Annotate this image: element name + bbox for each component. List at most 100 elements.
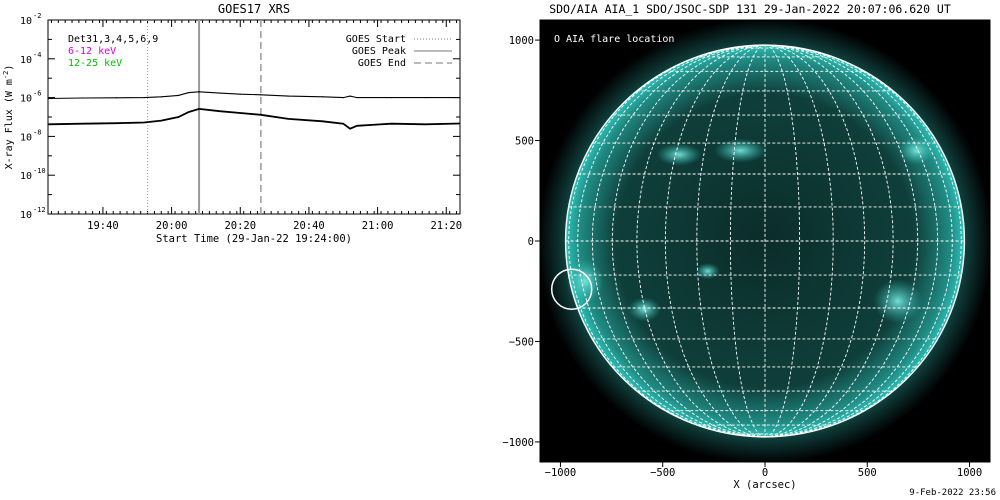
active-region bbox=[566, 259, 604, 304]
series-point-0 bbox=[160, 96, 162, 98]
series-point-1 bbox=[342, 123, 344, 125]
x-tick-label: 500 bbox=[858, 467, 877, 479]
series-point-1 bbox=[219, 110, 221, 112]
active-region bbox=[873, 279, 923, 324]
y-axis-label: X-ray Flux (W m-2) bbox=[2, 65, 15, 170]
series-point-0 bbox=[260, 94, 262, 96]
y-tick-exponent: -10 bbox=[33, 167, 46, 175]
x-tick-label: 1000 bbox=[957, 467, 982, 479]
longitude-line bbox=[577, 44, 766, 438]
longitude-line bbox=[764, 44, 894, 438]
series-point-1 bbox=[287, 118, 289, 120]
series-point-0 bbox=[47, 97, 49, 100]
series-point-0 bbox=[177, 94, 180, 96]
legend-left-item: 6-12 keV bbox=[68, 46, 116, 57]
x-tick-label: 21:20 bbox=[430, 220, 462, 232]
series-point-1 bbox=[239, 112, 241, 114]
active-region bbox=[695, 263, 720, 280]
series-point-1 bbox=[390, 123, 392, 125]
aia-chart: O AIA flare location −1000 −500 0 500 1000 100… bbox=[502, 19, 991, 490]
series-point-1 bbox=[459, 122, 461, 125]
longitude-line bbox=[636, 44, 766, 438]
y-tick-label: 10 bbox=[20, 132, 32, 143]
series-point-0 bbox=[116, 97, 118, 99]
y-tick-label: −1000 bbox=[502, 437, 534, 449]
y-tick-label: 10 bbox=[20, 210, 32, 221]
y-tick-exponent: -6 bbox=[33, 90, 41, 98]
y-tick-label: 10 bbox=[20, 55, 32, 66]
x-tick-label: −1000 bbox=[545, 467, 577, 479]
longitude-line bbox=[764, 44, 953, 438]
x-tick-label: −500 bbox=[650, 467, 675, 479]
series-point-0 bbox=[81, 97, 83, 99]
legend-left-item: 12-25 keV bbox=[68, 58, 122, 69]
series-point-1 bbox=[356, 125, 358, 127]
aia-title: SDO/AIA AIA_1 SDO/JSOC-SDP 131 29-Jan-20… bbox=[549, 2, 951, 16]
x-axis-label: X (arcsec) bbox=[733, 479, 796, 490]
series-point-1 bbox=[198, 108, 200, 110]
y-tick-label: 1000 bbox=[509, 35, 534, 47]
longitude-line bbox=[764, 44, 939, 438]
series-point-0 bbox=[287, 95, 289, 97]
longitude-line bbox=[568, 44, 766, 438]
x-tick-label: 20:00 bbox=[156, 220, 188, 232]
series-point-1 bbox=[188, 111, 190, 113]
legend-left-item: Det31,3,4,5,6,9 bbox=[68, 34, 158, 45]
footer-timestamp: 9-Feb-2022 23:56 bbox=[909, 488, 996, 498]
series-point-1 bbox=[349, 128, 351, 130]
active-region bbox=[627, 297, 661, 322]
series-point-1 bbox=[322, 120, 324, 122]
active-region bbox=[656, 143, 702, 166]
series-point-1 bbox=[160, 120, 162, 122]
y-tick-label: 10 bbox=[20, 94, 32, 105]
series-point-0 bbox=[459, 97, 461, 99]
longitude-line bbox=[591, 44, 766, 438]
series-point-0 bbox=[219, 92, 221, 94]
longitude-line bbox=[729, 44, 766, 438]
series-point-0 bbox=[342, 97, 344, 99]
series-line-0 bbox=[47, 91, 460, 100]
legend-right-item: GOES End bbox=[358, 58, 406, 69]
solar-limb bbox=[564, 44, 966, 438]
series-point-1 bbox=[177, 116, 180, 118]
series-point-1 bbox=[47, 123, 49, 125]
x-tick-label: 0 bbox=[762, 467, 768, 479]
y-tick-label: −500 bbox=[509, 336, 534, 348]
series-point-1 bbox=[143, 121, 145, 124]
aia-legend: O AIA flare location bbox=[554, 34, 674, 45]
series-point-1 bbox=[425, 123, 427, 125]
y-axis-label-exponent: -2 bbox=[2, 71, 10, 79]
x-tick-label: 21:00 bbox=[362, 220, 394, 232]
x-tick-label: 19:40 bbox=[87, 220, 119, 232]
y-tick-exponent: -8 bbox=[33, 128, 41, 136]
flare-location-circle bbox=[550, 268, 593, 310]
longitude-line bbox=[764, 44, 801, 438]
series-point-0 bbox=[198, 91, 200, 93]
legend-right-item: GOES Start bbox=[346, 34, 406, 45]
series-point-0 bbox=[143, 97, 145, 99]
longitude-line bbox=[764, 44, 919, 438]
series-point-1 bbox=[116, 122, 118, 124]
longitude-line bbox=[764, 44, 962, 438]
y-tick-exponent: -2 bbox=[33, 12, 41, 20]
series-point-0 bbox=[239, 93, 241, 95]
y-tick-label: 500 bbox=[515, 136, 534, 148]
series-point-0 bbox=[390, 97, 392, 99]
y-tick-label: 10 bbox=[20, 171, 32, 182]
goes-title: GOES17 XRS bbox=[217, 2, 291, 16]
y-tick-label: 0 bbox=[528, 236, 534, 248]
active-region bbox=[897, 136, 935, 165]
x-axis-label: Start Time (29-Jan-22 19:24:00) bbox=[156, 233, 352, 245]
longitude-line bbox=[611, 44, 766, 438]
series-point-0 bbox=[425, 97, 427, 99]
series-point-0 bbox=[322, 96, 324, 98]
x-tick-label: 20:20 bbox=[224, 220, 256, 232]
x-tick-label: 20:40 bbox=[293, 220, 325, 232]
series-point-0 bbox=[188, 92, 190, 94]
y-tick-exponent: -12 bbox=[33, 206, 46, 214]
series-point-0 bbox=[349, 95, 351, 97]
aia-image-content bbox=[540, 20, 990, 462]
y-axis-label-close: ) bbox=[4, 65, 15, 71]
active-region bbox=[713, 138, 768, 163]
